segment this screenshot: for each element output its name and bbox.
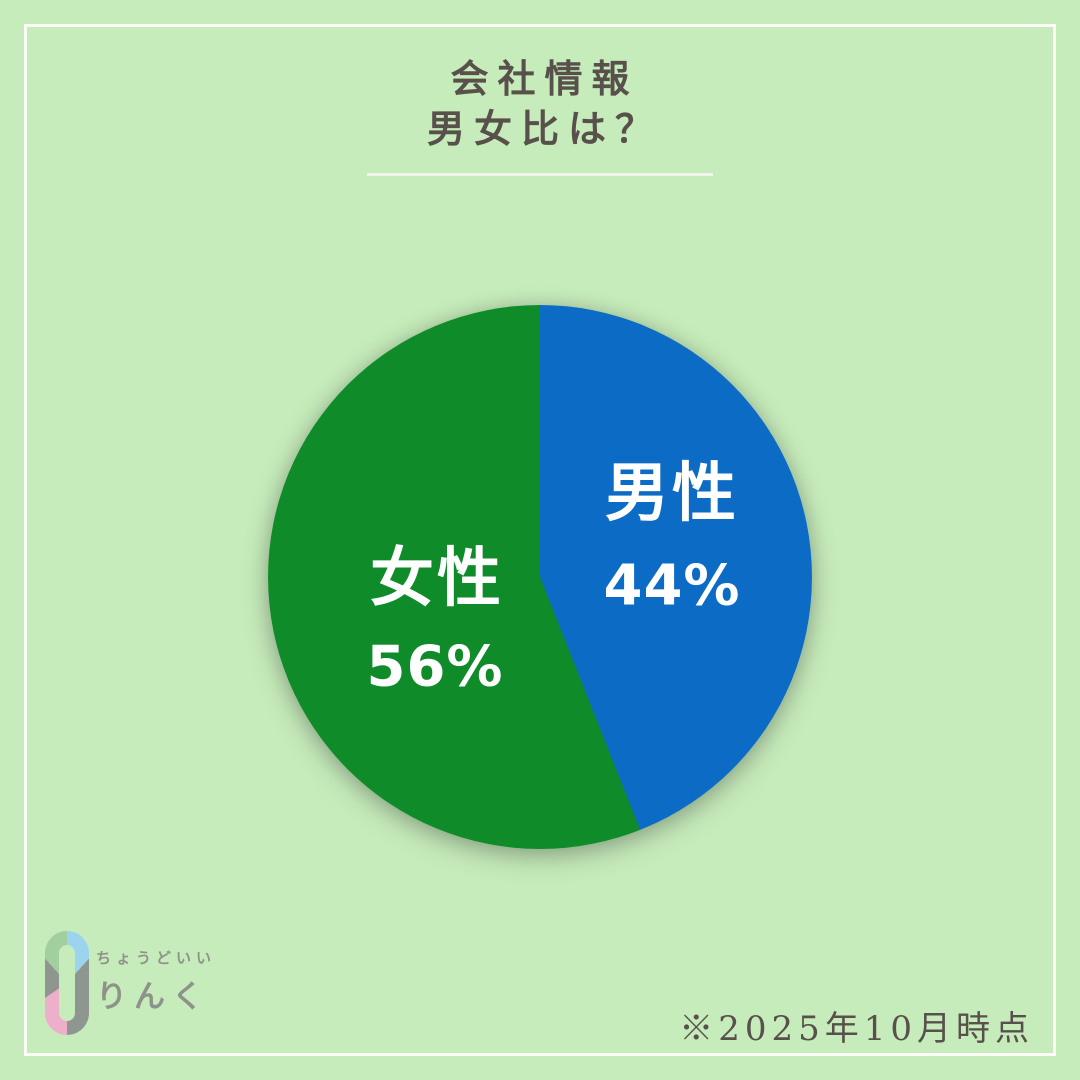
title-line-1: 会社情報	[450, 56, 639, 101]
female-slice-label: 女性	[370, 542, 504, 616]
title-divider	[367, 173, 713, 176]
male-slice-label: 男性	[605, 457, 739, 531]
pie-circle	[268, 305, 812, 849]
page-title: 会社情報 男女比は？	[0, 54, 1080, 154]
logo-ring-icon	[45, 931, 89, 1035]
brand-logo: ちょうどいい りんく	[96, 947, 216, 1016]
female-slice-value: 56%	[366, 634, 504, 700]
male-slice-value: 44%	[603, 553, 741, 619]
pie-chart: 男性 44% 女性 56%	[268, 305, 812, 849]
logo-tagline: ちょうどいい	[96, 949, 217, 967]
date-note: ※2025年10月時点	[679, 1009, 1034, 1049]
logo-name: りんく	[96, 979, 210, 1015]
title-line-2: 男女比は？	[426, 106, 662, 151]
